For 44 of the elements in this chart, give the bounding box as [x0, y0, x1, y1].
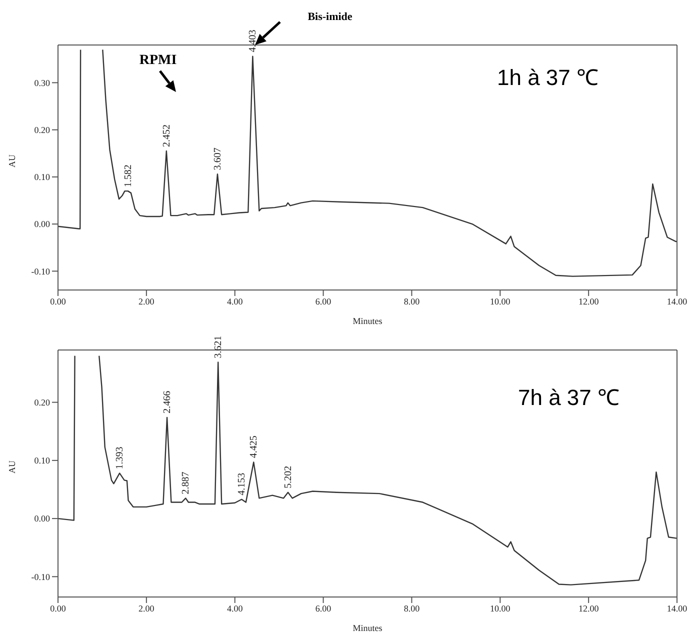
x-tick-label: 2.00	[138, 603, 155, 614]
y-tick-label: 0.20	[34, 125, 50, 136]
annotation: 4.403	[248, 30, 259, 52]
y-tick-label: 0.00	[34, 514, 50, 524]
annotation: 1.393	[114, 446, 126, 470]
y-tick-label: 0.20	[34, 398, 50, 408]
x-tick-label: 10.00	[490, 296, 511, 306]
x-tick-label: 14.00	[666, 296, 688, 306]
x-tick-label: 2.00	[138, 296, 155, 306]
x-tick-label: 0.00	[50, 296, 66, 306]
annotation: 2.887	[180, 472, 192, 494]
x-tick-label: 8.00	[404, 296, 420, 306]
x-tick-label: 12.00	[578, 603, 600, 614]
annotation: 3.607	[212, 148, 224, 170]
text: Bis-imide	[308, 11, 352, 23]
x-tick-label: 14.00	[666, 603, 688, 614]
x-tick-label: 12.00	[578, 296, 600, 306]
x-tick-label: 6.00	[315, 603, 332, 614]
x-axis-title: Minutes	[352, 623, 383, 633]
annotation: 5.202	[283, 466, 294, 488]
annotation: 2.466	[162, 390, 174, 414]
x-tick-label: 6.00	[315, 296, 332, 306]
x-axis-title: Minutes	[352, 316, 383, 326]
y-tick-label: 0.00	[34, 219, 50, 230]
y-tick-label: -0.10	[31, 266, 50, 276]
y-tick-label: 0.10	[34, 172, 50, 182]
y-tick-label: 0.10	[34, 456, 50, 466]
annotation: 1h à 37 ℃	[497, 65, 599, 90]
y-axis-title: AU	[7, 460, 18, 474]
annotation: 4.153	[236, 472, 248, 496]
x-tick-label: 4.00	[226, 296, 244, 306]
x-tick-label: 0.00	[50, 603, 66, 614]
y-tick-label: 0.30	[34, 78, 50, 88]
x-tick-label: 10.00	[490, 603, 511, 614]
annotation: 1.582	[122, 164, 134, 188]
y-axis-title: AU	[7, 154, 18, 168]
annotation: 3.621	[213, 336, 224, 358]
annotation: 4.425	[248, 436, 260, 458]
annotation: 7h à 37 ℃	[518, 385, 620, 410]
x-tick-label: 4.00	[226, 603, 244, 614]
y-tick-label: -0.10	[31, 572, 50, 582]
annotation: RPMI	[139, 53, 177, 68]
annotation: 2.452	[161, 124, 172, 148]
x-tick-label: 8.00	[404, 603, 420, 614]
